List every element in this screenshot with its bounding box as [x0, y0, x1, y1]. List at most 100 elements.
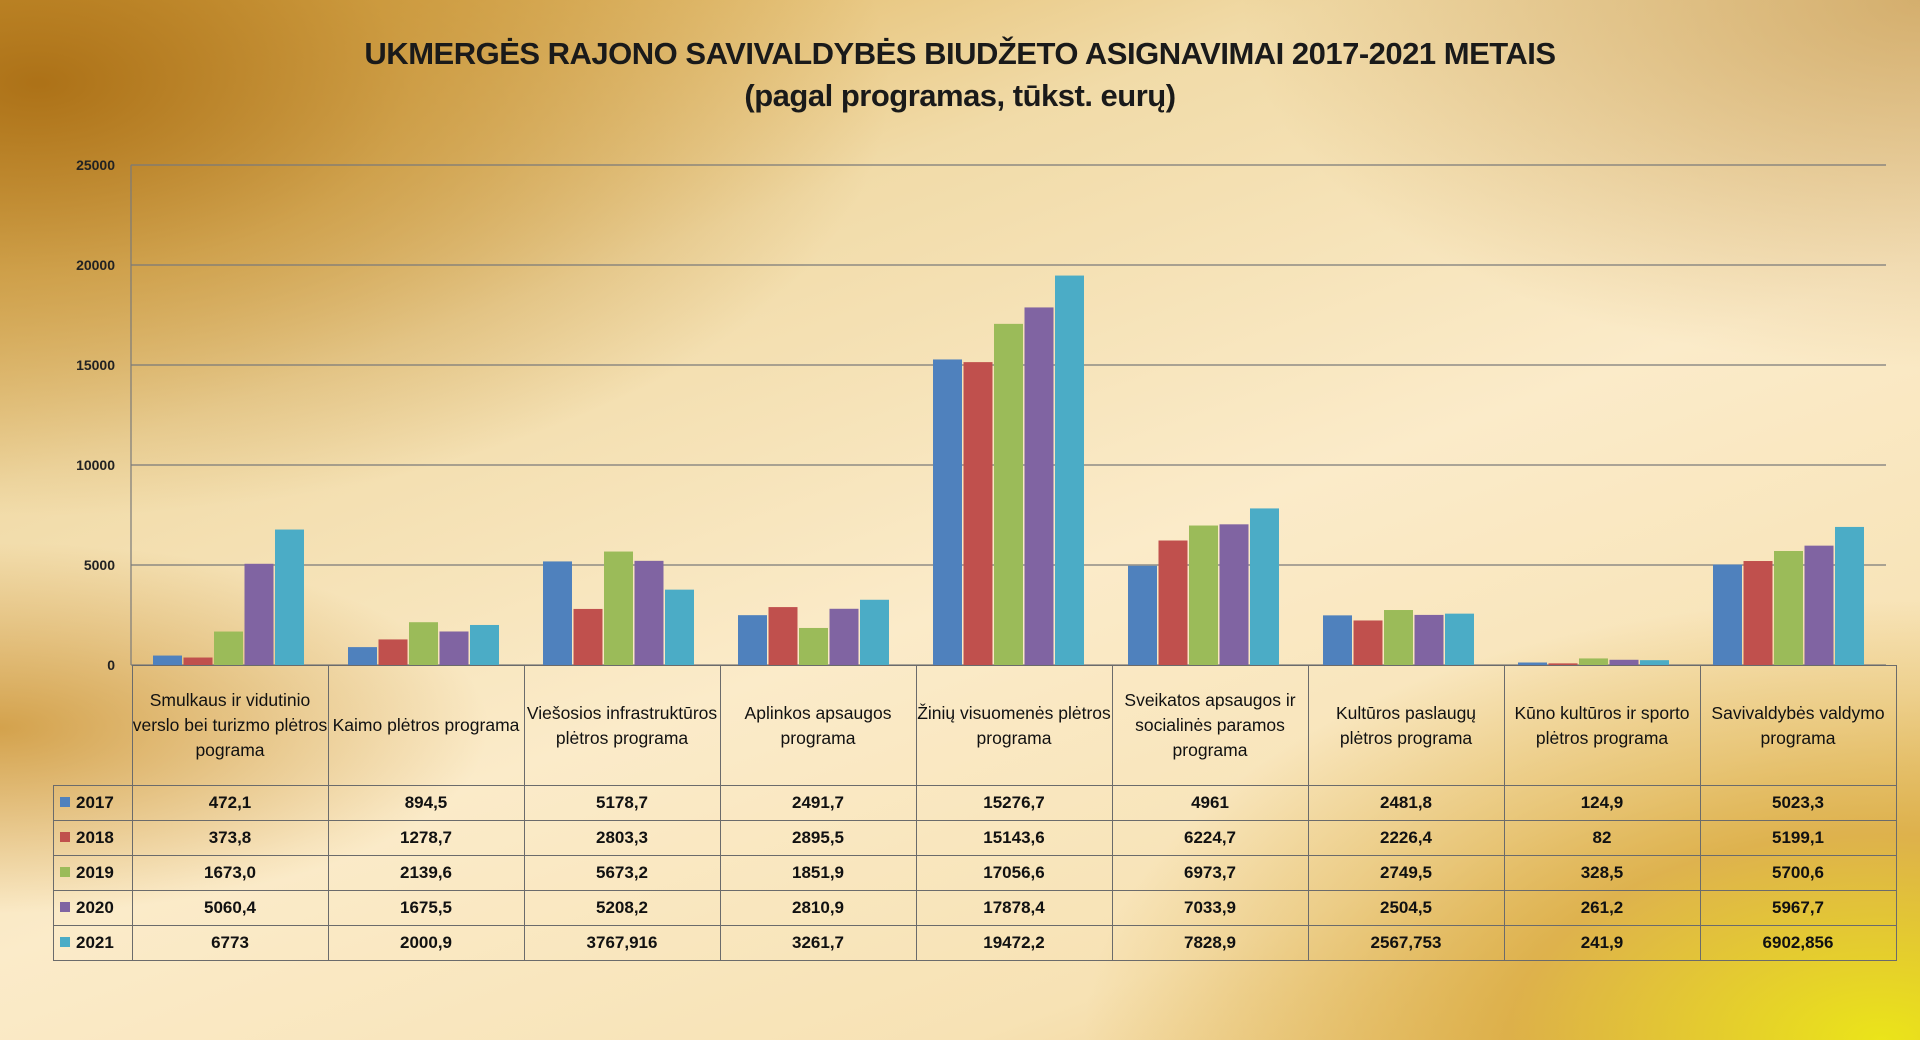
table-cell: 15143,6 — [915, 820, 1113, 856]
legend-swatch — [60, 902, 70, 912]
table-cell: 2504,5 — [1307, 890, 1505, 926]
table-cell: 124,9 — [1503, 785, 1701, 821]
table-cell: 5967,7 — [1699, 890, 1897, 926]
table-cell: 17056,6 — [915, 855, 1113, 891]
bar-2021-cat-2 — [470, 624, 499, 665]
bar-2020-cat-6 — [1219, 524, 1249, 665]
table-cell: 2810,9 — [719, 890, 917, 926]
bar-2018-cat-7 — [1353, 620, 1383, 665]
bar-2020-cat-5 — [1024, 307, 1054, 665]
bar-2017-cat-1 — [153, 655, 182, 665]
bar-2017-cat-5 — [933, 359, 962, 665]
bar-2018-cat-3 — [573, 608, 603, 665]
category-label: Kaimo plėtros programa — [327, 665, 525, 786]
table-cell: 2000,9 — [327, 925, 525, 961]
legend-swatch — [60, 797, 70, 807]
category-label: Kūno kultūros ir sporto plėtros programa — [1503, 665, 1701, 786]
legend-label: 2018 — [76, 828, 114, 847]
bar-2017-cat-3 — [543, 561, 572, 665]
table-cell: 1673,0 — [131, 855, 329, 891]
bar-2019-cat-9 — [1774, 550, 1803, 665]
bar-2019-cat-2 — [409, 622, 438, 665]
table-cell: 2895,5 — [719, 820, 917, 856]
bar-2020-cat-3 — [634, 560, 664, 665]
legend-entry: 2020 — [53, 890, 133, 926]
table-cell: 1851,9 — [719, 855, 917, 891]
table-cell: 15276,7 — [915, 785, 1113, 821]
bar-2021-cat-8 — [1640, 660, 1669, 665]
bar-2021-cat-3 — [665, 589, 694, 665]
table-row-2021: 2021 6773 2000,9 3767,916 3261,7 19472,2 7828,… — [53, 925, 1897, 961]
legend-entry: 2021 — [53, 925, 133, 961]
bar-2019-cat-5 — [994, 323, 1023, 665]
table-cell: 5023,3 — [1699, 785, 1897, 821]
bar-2020-cat-2 — [439, 631, 469, 665]
table-cell: 2803,3 — [523, 820, 721, 856]
table-cell: 6224,7 — [1111, 820, 1309, 856]
table-row-2018: 2018 373,8 1278,7 2803,3 2895,5 15143,6 6224,7… — [53, 820, 1897, 856]
bar-2019-cat-6 — [1189, 525, 1218, 665]
table-cell: 6902,856 — [1699, 925, 1897, 961]
bars — [153, 275, 1864, 665]
table-cell: 472,1 — [131, 785, 329, 821]
legend-entry: 2018 — [53, 820, 133, 856]
y-tick-label: 25000 — [76, 157, 115, 173]
bar-2017-cat-6 — [1128, 565, 1157, 665]
table-row-2020: 2020 5060,4 1675,5 5208,2 2810,9 17878,4 7033,… — [53, 890, 1897, 926]
bar-2018-cat-8 — [1548, 663, 1578, 665]
table-cell: 373,8 — [131, 820, 329, 856]
legend-label: 2019 — [76, 863, 114, 882]
category-label: Smulkaus ir vidutinio verslo bei turizmo… — [131, 665, 329, 786]
legend-label: 2020 — [76, 898, 114, 917]
category-label: Sveikatos apsaugos ir socialinės paramos… — [1111, 665, 1309, 786]
bar-2017-cat-7 — [1323, 615, 1352, 665]
category-label: Savivaldybės valdymo programa — [1699, 665, 1897, 786]
bar-2021-cat-1 — [275, 529, 304, 665]
bar-2021-cat-7 — [1445, 613, 1474, 665]
y-tick-label: 20000 — [76, 257, 115, 273]
bar-2019-cat-8 — [1579, 658, 1608, 665]
bar-2019-cat-1 — [214, 631, 243, 665]
table-corner — [53, 665, 133, 786]
bar-2019-cat-7 — [1384, 610, 1413, 665]
table-row-2019: 2019 1673,0 2139,6 5673,2 1851,9 17056,6 6973,… — [53, 855, 1897, 891]
table-cell: 261,2 — [1503, 890, 1701, 926]
legend-entry: 2019 — [53, 855, 133, 891]
table-cell: 2481,8 — [1307, 785, 1505, 821]
y-tick-label: 10000 — [76, 457, 115, 473]
table-cell: 5673,2 — [523, 855, 721, 891]
table-cell: 3261,7 — [719, 925, 917, 961]
y-tick-label: 0 — [107, 657, 115, 673]
legend-label: 2017 — [76, 793, 114, 812]
bar-2021-cat-5 — [1055, 275, 1084, 665]
table-cell: 3767,916 — [523, 925, 721, 961]
legend-swatch — [60, 832, 70, 842]
bar-2021-cat-6 — [1250, 508, 1279, 665]
table-cell: 328,5 — [1503, 855, 1701, 891]
table-cell: 6973,7 — [1111, 855, 1309, 891]
category-label: Kultūros paslaugų plėtros programa — [1307, 665, 1505, 786]
legend-swatch — [60, 867, 70, 877]
data-table: Smulkaus ir vidutinio verslo bei turizmo… — [53, 665, 1897, 961]
table-cell: 7033,9 — [1111, 890, 1309, 926]
table-cell: 1278,7 — [327, 820, 525, 856]
chart-title: UKMERGĖS RAJONO SAVIVALDYBĖS BIUDŽETO AS… — [364, 36, 1556, 71]
y-tick-label: 15000 — [76, 357, 115, 373]
bar-2017-cat-8 — [1518, 662, 1547, 665]
bar-2018-cat-9 — [1743, 561, 1773, 665]
y-axis: 0 5000 10000 15000 20000 25000 — [76, 157, 115, 673]
table-row-2017: 2017 472,1 894,5 5178,7 2491,7 15276,7 4961 248… — [53, 785, 1897, 821]
legend-entry: 2017 — [53, 785, 133, 821]
table-cell: 5060,4 — [131, 890, 329, 926]
bar-2020-cat-8 — [1609, 659, 1639, 665]
table-cell: 5178,7 — [523, 785, 721, 821]
bar-2020-cat-1 — [244, 563, 274, 665]
table-cell: 19472,2 — [915, 925, 1113, 961]
table-cell: 241,9 — [1503, 925, 1701, 961]
table-cell: 2567,753 — [1307, 925, 1505, 961]
bar-2017-cat-4 — [738, 615, 767, 665]
bar-2020-cat-4 — [829, 608, 859, 665]
bar-2017-cat-9 — [1713, 564, 1742, 665]
